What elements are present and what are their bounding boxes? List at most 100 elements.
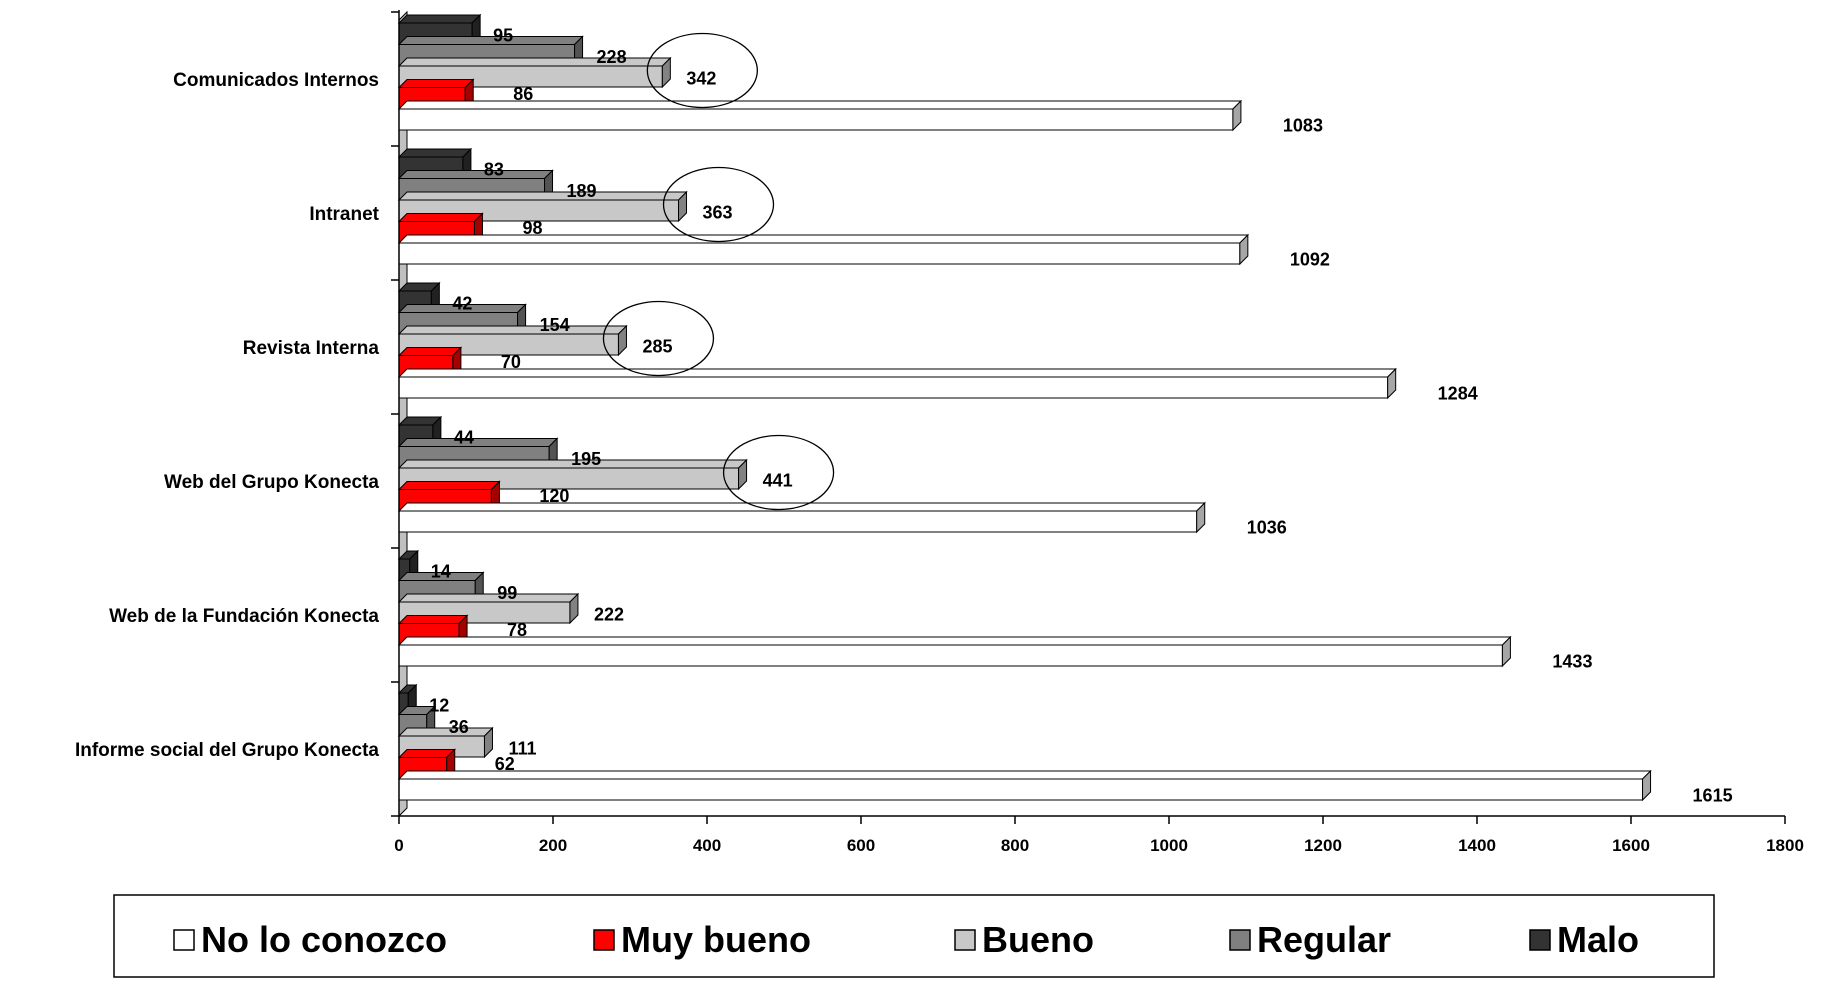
bar-front-face: [398, 644, 1503, 667]
bar-top-face: [397, 727, 494, 737]
highlight-ellipse: [662, 166, 775, 243]
bar-top-face: [397, 770, 1652, 780]
x-tick-label: 1200: [1304, 836, 1342, 855]
bar-top-face: [397, 170, 554, 179]
data-label: 120: [539, 486, 569, 506]
bar-side-face: [483, 726, 493, 759]
data-label: 189: [567, 181, 597, 201]
bar-top-face: [397, 79, 475, 88]
data-label: 111: [508, 739, 536, 759]
bar-side-face: [738, 458, 748, 491]
legend-label-regular: Regular: [1257, 919, 1391, 960]
data-label: 1036: [1247, 518, 1287, 538]
category-label: Web del Grupo Konecta: [164, 472, 379, 493]
category-label: Web de la Fundación Konecta: [109, 606, 379, 627]
data-label: 86: [513, 84, 533, 104]
bar-top-face: [397, 213, 484, 222]
legend-label-no-lo-conozco: No lo conozco: [201, 919, 447, 960]
bar-comunicados-internos-no-lo-conozco: [397, 99, 1243, 132]
data-label: 154: [540, 315, 570, 335]
bar-top-face: [397, 615, 469, 624]
data-label: 222: [594, 605, 624, 625]
category-label: Intranet: [309, 204, 379, 225]
highlight-ellipse: [602, 300, 715, 377]
legend-swatch-no-lo-conozco: [173, 929, 195, 951]
x-tick-label: 1600: [1612, 836, 1650, 855]
bar-web-de-la-fundacion-konecta-no-lo-conozco: [397, 635, 1512, 668]
data-label: 1083: [1283, 116, 1323, 136]
bars-group: [397, 13, 1652, 802]
bar-top-face: [397, 636, 1512, 646]
bar-side-face: [1387, 367, 1397, 400]
bar-side-shade: [569, 594, 578, 623]
bar-side-face: [661, 56, 671, 89]
data-label: 99: [497, 583, 517, 603]
bar-top-face: [397, 438, 559, 447]
legend-swatch-bueno: [954, 929, 976, 951]
bar-top-face: [397, 481, 501, 490]
data-label: 78: [507, 620, 527, 640]
bar-side-shade: [1196, 503, 1205, 532]
bar-side-face: [1501, 635, 1511, 668]
data-label: 285: [642, 337, 672, 357]
legend-swatch-malo: [1529, 929, 1551, 951]
x-tick-label: 600: [847, 836, 875, 855]
data-label: 363: [703, 203, 733, 223]
data-label: 44: [454, 428, 474, 448]
bar-informe-social-del-grupo-konecta-no-lo-conozco: [397, 769, 1652, 802]
x-tick-label: 0: [394, 836, 403, 855]
data-label: 195: [571, 449, 601, 469]
bar-side-shade: [1232, 101, 1241, 130]
bar-side-shade: [738, 460, 747, 489]
bar-side-face: [617, 324, 627, 357]
bar-side-shade: [678, 192, 687, 221]
x-tick-label: 1400: [1458, 836, 1496, 855]
category-label: Informe social del Grupo Konecta: [75, 740, 379, 761]
legend-swatch-regular: [1229, 929, 1251, 951]
x-tick-label: 1000: [1150, 836, 1188, 855]
highlight-ellipse: [722, 434, 835, 511]
bar-side-shade: [1642, 771, 1651, 800]
bar-front-face: [398, 510, 1198, 533]
bar-side-shade: [618, 326, 627, 355]
bar-web-del-grupo-konecta-no-lo-conozco: [397, 501, 1206, 534]
legend-label-muy-bueno: Muy bueno: [621, 919, 811, 960]
bar-top-face: [397, 502, 1206, 512]
bar-side-shade: [662, 58, 671, 87]
data-label: 98: [522, 218, 542, 238]
data-label: 36: [449, 717, 469, 737]
highlight-ellipse: [646, 32, 758, 109]
legend-swatch-muy-bueno: [593, 929, 615, 951]
bar-side-face: [1239, 233, 1249, 266]
bar-side-shade: [484, 728, 493, 757]
bar-front-face: [398, 242, 1241, 265]
data-label: 12: [429, 696, 449, 716]
data-label: 95: [493, 26, 513, 46]
bar-side-face: [569, 592, 579, 625]
bar-top-face: [397, 191, 688, 201]
bar-revista-interna-no-lo-conozco: [397, 367, 1397, 400]
data-label: 1615: [1693, 786, 1733, 806]
bar-top-face: [397, 148, 473, 158]
legend-label-bueno: Bueno: [982, 919, 1094, 960]
data-label: 70: [501, 352, 521, 372]
bar-top-face: [397, 14, 482, 24]
bar-side-shade: [1502, 637, 1511, 666]
data-label: 228: [597, 47, 627, 67]
x-tick-label: 1800: [1766, 836, 1804, 855]
x-tick-label: 400: [693, 836, 721, 855]
data-label: 1092: [1290, 250, 1330, 270]
bar-side-face: [678, 190, 688, 223]
bar-side-shade: [1239, 235, 1248, 264]
bar-top-face: [397, 749, 456, 758]
bar-side-face: [1196, 501, 1206, 534]
bar-top-face: [397, 36, 584, 45]
bar-front-face: [398, 778, 1644, 801]
bar-side-shade: [1387, 369, 1396, 398]
x-tick-label: 800: [1001, 836, 1029, 855]
data-label: 441: [763, 471, 793, 491]
data-label: 62: [495, 754, 515, 774]
data-label: 42: [452, 294, 472, 314]
